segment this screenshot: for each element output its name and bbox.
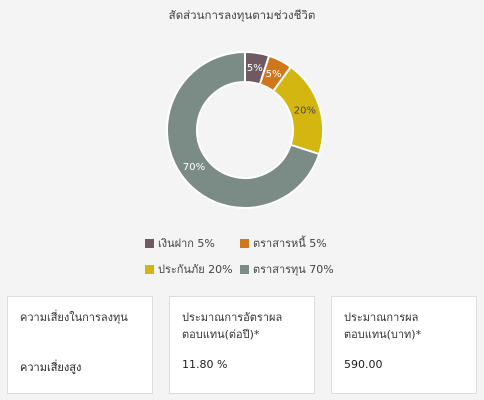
return-rate-card: ประมาณการอัตราผล ตอบแทน(ต่อปี)* 11.80 % bbox=[169, 296, 315, 394]
chart-legend: เงินฝาก 5% ตราสารหนี้ 5% ประกันภัย 20% ต… bbox=[145, 236, 365, 276]
risk-card-label: ความเสี่ยงในการลงทุน bbox=[20, 311, 128, 324]
slice-label-deposit: 5% bbox=[247, 63, 263, 74]
legend-swatch-equity bbox=[240, 264, 249, 274]
legend-swatch-insurance bbox=[145, 264, 154, 274]
legend-swatch-deposit bbox=[145, 238, 154, 248]
legend-item-insurance: ประกันภัย 20% bbox=[145, 262, 240, 276]
donut-slice-equity bbox=[166, 50, 321, 209]
summary-cards: ความเสี่ยงในการลงทุน ความเสี่ยงสูง ประมา… bbox=[7, 296, 477, 394]
legend-label-bonds: ตราสารหนี้ 5% bbox=[253, 237, 327, 250]
donut-chart: 5% 5% 20% 70% bbox=[160, 45, 330, 215]
donut-chart-svg: 5%5% 20% 70% bbox=[166, 50, 324, 209]
return-rate-card-label: ประมาณการอัตราผล ตอบแทน(ต่อปี)* bbox=[182, 311, 283, 341]
return-amount-card-value: 590.00 bbox=[344, 358, 383, 371]
slice-label-insurance: 20% bbox=[294, 106, 316, 117]
risk-card-value: ความเสี่ยงสูง bbox=[20, 361, 82, 374]
legend-label-equity: ตราสารทุน 70% bbox=[253, 263, 334, 276]
legend-item-equity: ตราสารทุน 70% bbox=[240, 262, 365, 276]
slice-label-equity: 70% bbox=[183, 162, 205, 173]
legend-item-deposit: เงินฝาก 5% bbox=[145, 236, 240, 250]
legend-label-insurance: ประกันภัย 20% bbox=[158, 263, 233, 276]
legend-swatch-bonds bbox=[240, 238, 249, 248]
legend-item-bonds: ตราสารหนี้ 5% bbox=[240, 236, 365, 250]
return-amount-card-label: ประมาณการผล ตอบแทน(บาท)* bbox=[344, 311, 422, 341]
risk-card: ความเสี่ยงในการลงทุน ความเสี่ยงสูง bbox=[7, 296, 153, 394]
return-amount-card: ประมาณการผล ตอบแทน(บาท)* 590.00 bbox=[331, 296, 477, 394]
legend-label-deposit: เงินฝาก 5% bbox=[158, 237, 215, 250]
chart-title: สัดส่วนการลงทุนตามช่วงชีวิต bbox=[168, 8, 316, 22]
return-rate-card-value: 11.80 % bbox=[182, 358, 228, 371]
slice-label-bonds: 5% bbox=[266, 69, 282, 80]
